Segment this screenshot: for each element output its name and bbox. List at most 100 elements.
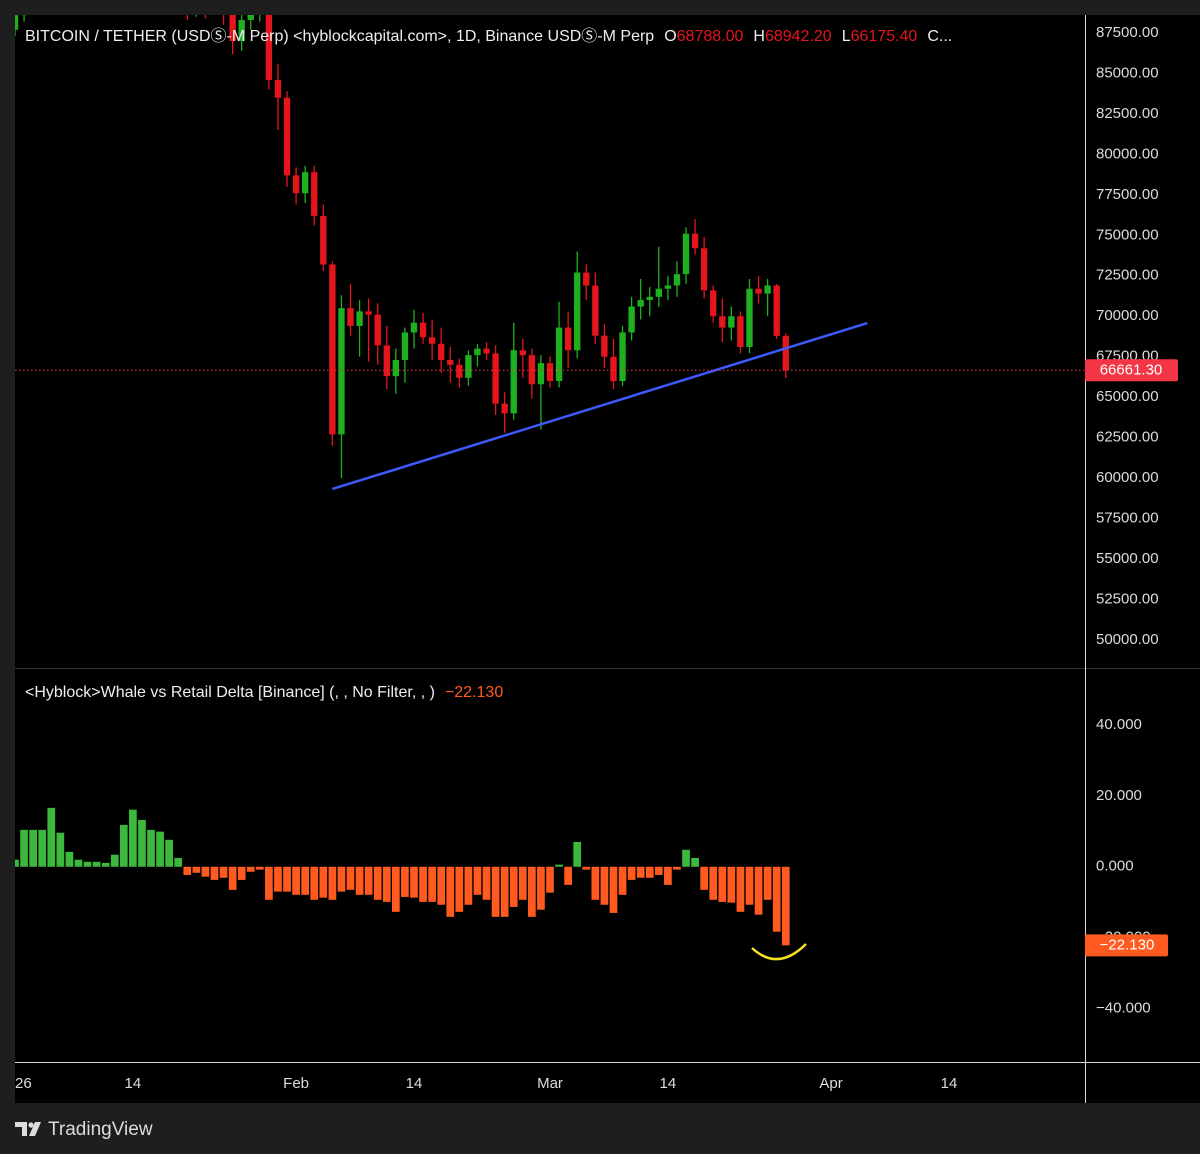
candle-body	[438, 343, 445, 360]
candle-body	[664, 285, 672, 289]
x-tick-label: Mar	[537, 1075, 563, 1092]
histogram-bar	[500, 866, 509, 917]
candle-body	[247, 15, 254, 21]
histogram-bar	[364, 866, 373, 895]
candle-body	[202, 0, 208, 1]
histogram-bar	[618, 866, 627, 895]
current-value-label: −22.130	[1100, 936, 1155, 953]
candle-body	[347, 308, 354, 326]
histogram-bar	[600, 866, 609, 905]
histogram-bar	[373, 866, 382, 900]
logo-shape	[29, 1122, 41, 1136]
legend-text: O	[664, 28, 676, 45]
histogram-bar	[65, 851, 74, 867]
x-tick-label: 14	[125, 1075, 142, 1092]
histogram-bar	[763, 866, 772, 900]
histogram-bar	[328, 866, 337, 900]
histogram-bar	[736, 866, 745, 912]
candle-body	[728, 316, 735, 328]
histogram-bar	[419, 866, 427, 902]
histogram-bar	[627, 866, 636, 880]
y-tick-label: 65000.00	[1096, 388, 1159, 405]
candle-body	[184, 0, 190, 4]
legend-text: 68788.00	[677, 28, 744, 45]
candle-body	[501, 403, 508, 414]
histogram-bar	[718, 866, 727, 902]
histogram-bar	[283, 866, 291, 892]
time-axis: 2026 14 Feb 14 Mar 14 Apr 14	[15, 1075, 957, 1092]
legend-value: −22.130	[445, 684, 503, 701]
candle-body	[555, 327, 563, 381]
x-tick-label: Feb	[283, 1075, 309, 1092]
histogram-bar	[727, 866, 736, 903]
candle-body	[320, 215, 327, 265]
legend-text: <Hyblock>Whale vs Retail Delta [Binance]…	[25, 684, 435, 701]
candle-body	[229, 15, 236, 42]
histogram-bar	[138, 819, 146, 867]
histogram-bar	[745, 866, 754, 905]
histogram-bar	[337, 866, 346, 892]
candle-body	[537, 363, 545, 385]
candle-body	[592, 285, 599, 336]
candle-body	[719, 316, 726, 328]
candle-body	[646, 296, 653, 301]
candle-body	[238, 20, 245, 42]
legend-text: C...	[927, 28, 952, 45]
legend-text: 66175.40	[851, 28, 918, 45]
histogram-bar	[709, 866, 718, 900]
y-tick-label: 77500.00	[1096, 186, 1159, 203]
candle-body	[655, 288, 662, 297]
y-tick-label: 72500.00	[1096, 267, 1159, 284]
candle-body	[211, 0, 217, 1]
histogram-bar	[265, 866, 273, 900]
histogram-bar	[101, 862, 110, 867]
candle-body	[519, 350, 526, 356]
histogram-bar	[147, 829, 155, 867]
histogram-bar	[700, 866, 709, 890]
y-tick-label: 50000.00	[1096, 631, 1159, 648]
histogram-bar	[636, 866, 645, 878]
y-tick-label: 60000.00	[1096, 469, 1159, 486]
candle-body	[619, 332, 626, 381]
histogram-bar	[455, 866, 464, 912]
legend-text: 68942.20	[765, 28, 832, 45]
chart-background	[15, 15, 1200, 1103]
candle-body	[20, 15, 28, 16]
histogram-bar	[237, 866, 246, 880]
histogram-bar	[509, 866, 518, 907]
histogram-bar	[537, 866, 545, 910]
histogram-bar	[591, 866, 600, 900]
logo-shape	[28, 1122, 34, 1128]
value-axes: 50000.00 52500.00 55000.00 57500.00 60000.00…	[1085, 24, 1178, 1017]
candle-body	[510, 350, 517, 414]
histogram-bar	[192, 866, 201, 873]
histogram-bar	[346, 866, 355, 890]
histogram-bar	[682, 849, 690, 867]
histogram-bar	[446, 866, 455, 917]
candle-body	[15, 15, 19, 30]
candle-body	[410, 322, 418, 333]
histogram-bar	[292, 866, 300, 895]
candle-body	[392, 359, 400, 377]
histogram-bar	[645, 866, 654, 878]
candle-body	[329, 264, 336, 435]
histogram-bar	[772, 866, 781, 932]
candle-body	[292, 175, 300, 194]
candle-body	[465, 355, 472, 378]
candle-body	[456, 364, 463, 378]
histogram-bar	[29, 829, 37, 867]
candle-body	[365, 311, 372, 315]
y-tick-label: −40.000	[1096, 1000, 1151, 1017]
histogram-bar	[673, 866, 681, 870]
histogram-bar	[754, 866, 763, 915]
histogram-bar	[582, 866, 591, 870]
y-tick-label: 87500.00	[1096, 24, 1159, 41]
y-tick-label: 57500.00	[1096, 510, 1159, 527]
indicator-pane	[15, 807, 790, 946]
y-tick-label: 75000.00	[1096, 226, 1159, 243]
histogram-bar	[464, 866, 473, 905]
candle-body	[737, 316, 744, 348]
histogram-bar	[47, 807, 56, 867]
x-tick-label: Apr	[819, 1075, 842, 1092]
histogram-bar	[20, 829, 28, 867]
